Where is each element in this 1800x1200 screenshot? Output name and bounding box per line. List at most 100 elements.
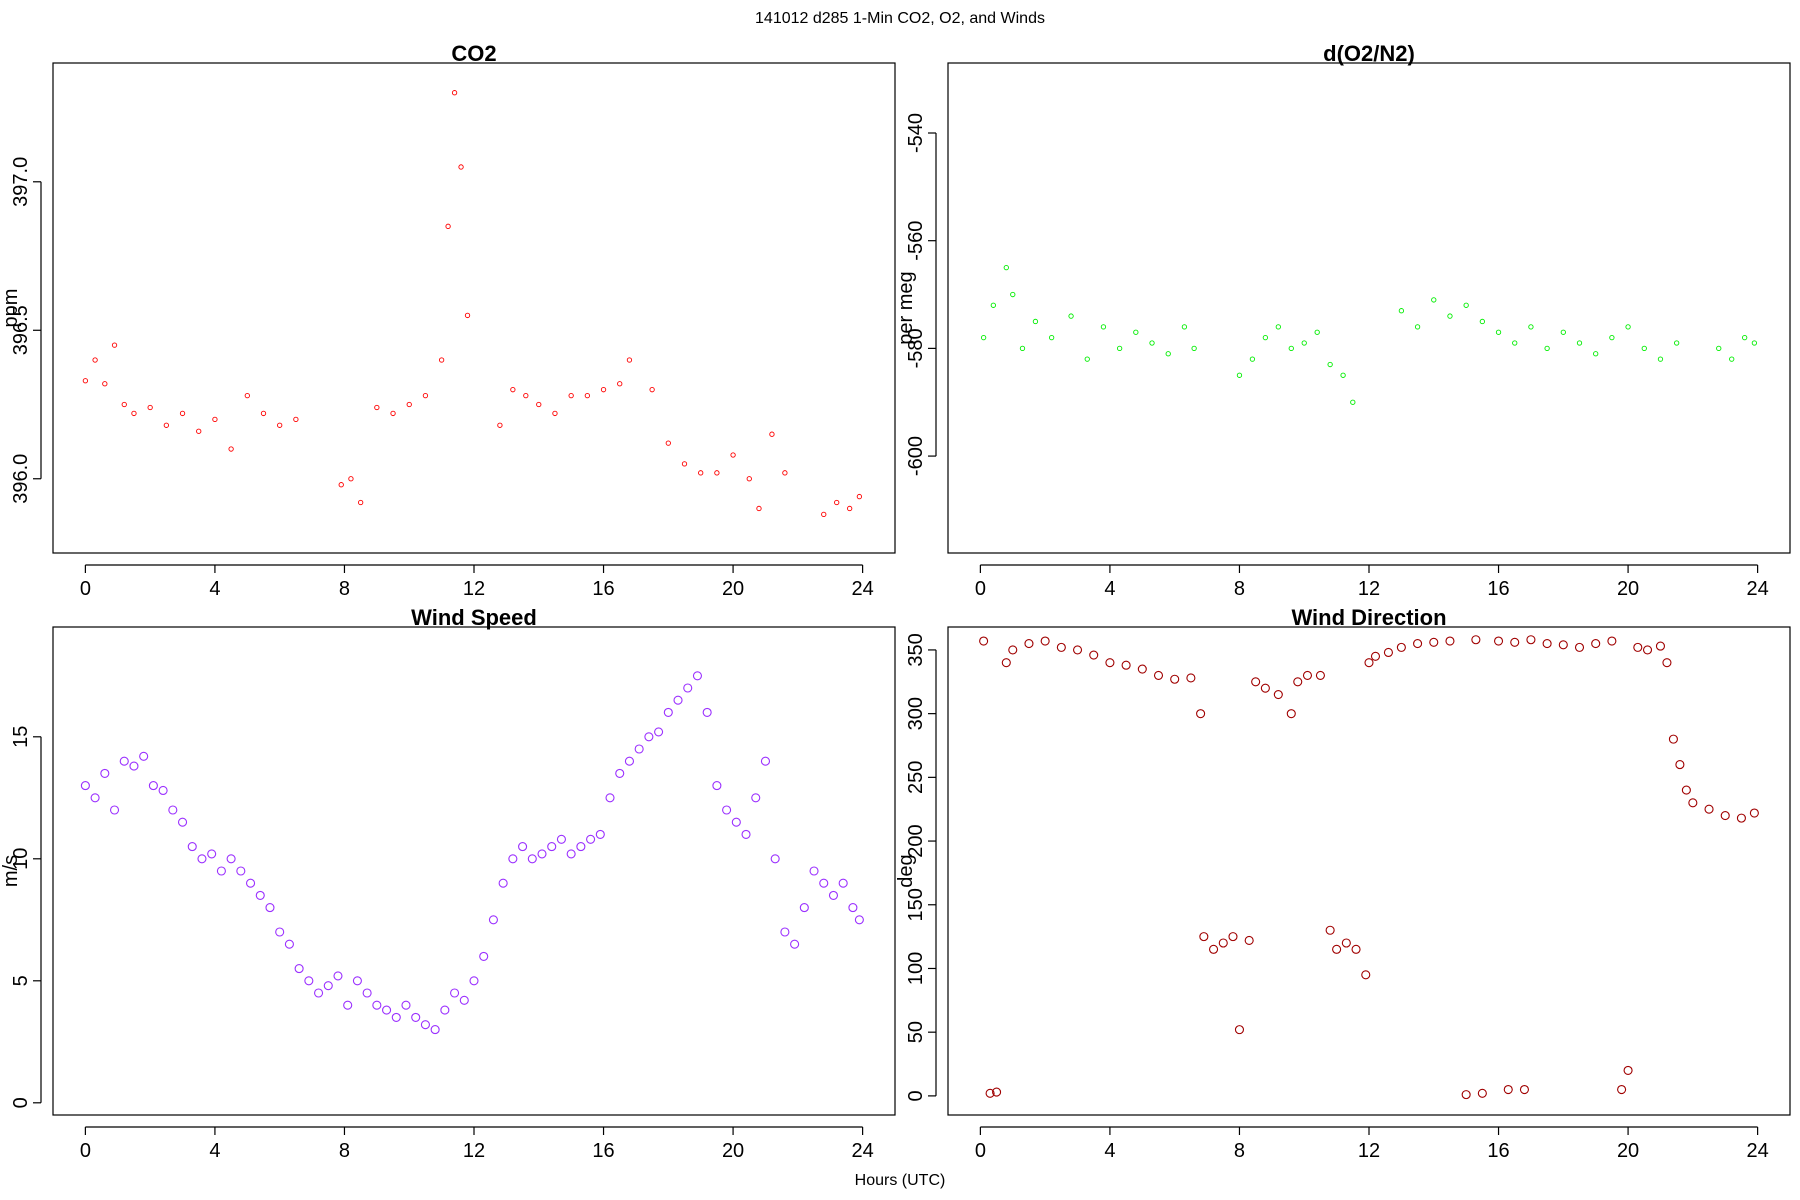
co2-data-point bbox=[228, 446, 234, 452]
wind-direction-data-point bbox=[1089, 650, 1099, 660]
o2-x-tick-label: 16 bbox=[1487, 578, 1509, 600]
co2-data-point bbox=[338, 482, 344, 488]
wind-speed-data-point bbox=[848, 903, 858, 913]
wind-direction-data-point bbox=[1332, 944, 1342, 954]
wind-direction-y-tick-label: 200 bbox=[905, 824, 927, 857]
co2-data-point bbox=[277, 422, 283, 428]
wind-speed-data-point bbox=[780, 927, 790, 937]
wind-speed-data-point bbox=[508, 854, 518, 864]
wind-speed-data-point bbox=[382, 1005, 392, 1015]
co2-data-point bbox=[510, 387, 516, 393]
co2-data-point bbox=[626, 357, 633, 363]
wind-direction-x-tick-label: 24 bbox=[1746, 1140, 1768, 1162]
wind-direction-data-point bbox=[1251, 677, 1261, 687]
wind-direction-data-point bbox=[1361, 970, 1371, 980]
wind-direction-data-point bbox=[1574, 642, 1585, 652]
wind-speed-data-point bbox=[119, 756, 129, 766]
o2-y-tick-label: -540 bbox=[905, 113, 927, 153]
co2-data-point bbox=[111, 342, 118, 348]
co2-data-point bbox=[102, 381, 108, 387]
o2-data-point bbox=[1032, 318, 1039, 325]
wind-direction-data-point bbox=[1383, 647, 1393, 658]
o2-y-tick-label: -600 bbox=[905, 436, 927, 476]
wind-speed-data-point bbox=[236, 866, 246, 876]
wind-direction-data-point bbox=[1642, 645, 1653, 655]
wind-speed-data-point bbox=[343, 1000, 353, 1010]
o2-data-point bbox=[1327, 361, 1333, 368]
wind-direction-data-point bbox=[1072, 645, 1083, 655]
wind-direction-plot-frame bbox=[947, 626, 1791, 1116]
co2-y-tick-label: 397.0 bbox=[10, 157, 32, 207]
co2-data-point bbox=[834, 499, 840, 506]
o2-data-point bbox=[1398, 308, 1405, 314]
co2-data-point bbox=[445, 223, 451, 229]
wind-speed-data-point bbox=[197, 854, 207, 864]
co2-data-point bbox=[756, 505, 762, 512]
wind-direction-x-tick-label: 4 bbox=[1104, 1140, 1115, 1162]
co2-x-tick-label: 8 bbox=[339, 578, 350, 600]
o2-data-point bbox=[1275, 324, 1281, 330]
wind-speed-data-point bbox=[731, 817, 741, 827]
o2-data-point bbox=[1350, 399, 1356, 405]
wind-direction-data-point bbox=[1040, 636, 1050, 646]
wind-speed-data-point bbox=[624, 756, 634, 766]
wind-direction-data-point bbox=[1105, 658, 1115, 668]
wind-direction-title: Wind Direction bbox=[1291, 605, 1446, 630]
wind-speed-x-tick-label: 12 bbox=[463, 1140, 485, 1162]
co2-data-point bbox=[714, 470, 720, 476]
co2-data-point bbox=[147, 404, 153, 411]
co2-y-tick-label: 396.5 bbox=[10, 305, 32, 355]
wind-direction-data-point bbox=[1445, 636, 1455, 646]
wind-direction-y-tick-label: 300 bbox=[905, 697, 927, 730]
wind-direction-data-point bbox=[1315, 670, 1325, 680]
wind-direction-data-point bbox=[1471, 635, 1481, 645]
wind-speed-data-point bbox=[168, 805, 178, 815]
co2-data-point bbox=[348, 476, 354, 482]
wind-speed-data-point bbox=[751, 793, 761, 803]
co2-plot-frame bbox=[52, 62, 896, 554]
wind-speed-data-point bbox=[809, 866, 819, 876]
co2-ylabel: ppm bbox=[0, 289, 22, 328]
o2-data-point bbox=[1576, 340, 1583, 346]
co2-x-tick-label: 4 bbox=[209, 578, 220, 600]
wind-direction-y-tick-label: 150 bbox=[905, 888, 927, 921]
wind-direction-x-tick-label: 20 bbox=[1617, 1140, 1639, 1162]
wind-speed-data-point bbox=[187, 842, 197, 852]
o2-data-point bbox=[1414, 324, 1421, 330]
o2-plot-frame bbox=[947, 62, 1791, 554]
co2-title: CO2 bbox=[451, 41, 496, 66]
wind-direction-x-tick-label: 0 bbox=[975, 1140, 986, 1162]
co2-data-point bbox=[847, 505, 853, 512]
wind-speed-data-point bbox=[741, 829, 751, 839]
wind-speed-x-tick-label: 20 bbox=[722, 1140, 744, 1162]
co2-data-point bbox=[665, 440, 671, 446]
o2-data-point bbox=[1133, 329, 1139, 335]
o2-data-point bbox=[1068, 313, 1074, 319]
wind-speed-data-point bbox=[148, 781, 158, 791]
wind-speed-data-point bbox=[654, 727, 664, 737]
co2-data-point bbox=[497, 422, 503, 428]
o2-data-point bbox=[1751, 340, 1758, 346]
wind-speed-data-point bbox=[333, 971, 343, 981]
wind-speed-data-point bbox=[226, 854, 236, 864]
co2-x-tick-label: 12 bbox=[463, 578, 485, 600]
wind-direction-x-tick-label: 8 bbox=[1234, 1140, 1245, 1162]
co2-data-point bbox=[856, 493, 863, 500]
o2-data-point bbox=[1340, 372, 1346, 378]
wind-speed-data-point bbox=[294, 964, 304, 974]
wind-direction-data-point bbox=[1461, 1090, 1471, 1100]
wind-speed-data-point bbox=[799, 903, 809, 913]
wind-speed-data-point bbox=[770, 854, 780, 864]
wind-speed-data-point bbox=[547, 842, 557, 852]
o2-x-tick-label: 12 bbox=[1358, 578, 1380, 600]
wind-speed-data-point bbox=[722, 805, 732, 815]
o2-data-point bbox=[1495, 329, 1502, 335]
wind-direction-data-point bbox=[1218, 938, 1228, 948]
o2-data-point bbox=[1019, 345, 1026, 352]
o2-data-point bbox=[1048, 334, 1055, 341]
wind-speed-data-point bbox=[605, 793, 615, 803]
wind-direction-data-point bbox=[1704, 804, 1714, 814]
wind-speed-data-point bbox=[440, 1005, 450, 1015]
wind-speed-data-point bbox=[469, 976, 479, 986]
wind-speed-data-point bbox=[595, 829, 605, 839]
